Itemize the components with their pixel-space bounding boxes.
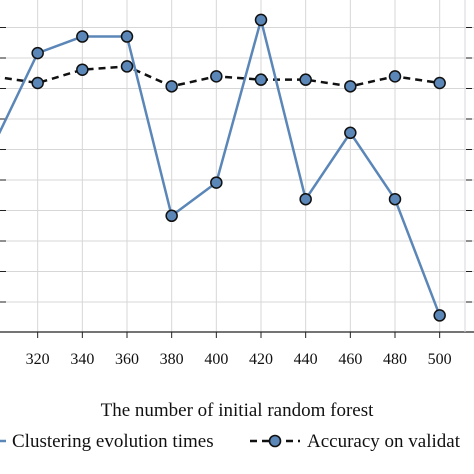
point-clustering bbox=[299, 192, 312, 206]
x-tick-label: 440 bbox=[294, 351, 318, 368]
legend-item-accuracy: Accuracy on validat bbox=[250, 431, 461, 452]
x-tick-label: 400 bbox=[204, 351, 228, 368]
x-tick-label: 420 bbox=[249, 351, 273, 368]
x-tick-label: 480 bbox=[383, 351, 407, 368]
x-tick-label: 340 bbox=[70, 351, 94, 368]
point-accuracy bbox=[299, 73, 312, 86]
point-accuracy bbox=[254, 73, 268, 86]
point-accuracy bbox=[344, 80, 357, 93]
legend-label-accuracy: Accuracy on validat bbox=[307, 431, 461, 452]
x-tick-label: 500 bbox=[428, 351, 452, 368]
point-accuracy bbox=[388, 70, 402, 83]
legend-marker-accuracy bbox=[268, 434, 282, 448]
point-clustering bbox=[120, 30, 134, 43]
series-points bbox=[31, 13, 446, 322]
x-tick-label: 320 bbox=[26, 351, 50, 368]
x-axis-title: The number of initial random forest bbox=[101, 400, 375, 421]
point-clustering bbox=[344, 126, 357, 140]
point-clustering bbox=[31, 46, 44, 60]
x-tick-label: 360 bbox=[115, 351, 139, 368]
point-clustering bbox=[388, 192, 402, 206]
axes bbox=[0, 0, 474, 338]
point-accuracy bbox=[120, 60, 134, 73]
point-accuracy bbox=[210, 70, 223, 83]
x-tick-labels: 0320340360380400420440460480500 bbox=[26, 351, 452, 368]
point-clustering bbox=[76, 30, 89, 43]
legend: Clustering evolution times Accuracy on v… bbox=[0, 431, 461, 452]
legend-label-clustering: Clustering evolution times bbox=[12, 431, 214, 452]
point-clustering bbox=[254, 13, 268, 27]
point-accuracy bbox=[31, 76, 44, 90]
grid-lines bbox=[0, 0, 474, 332]
point-clustering bbox=[210, 176, 223, 189]
point-accuracy bbox=[76, 63, 89, 76]
x-tick-label: 460 bbox=[338, 351, 362, 368]
point-clustering bbox=[165, 209, 178, 223]
x-tick-label: 380 bbox=[160, 351, 184, 368]
point-clustering bbox=[433, 309, 446, 322]
legend-item-clustering: Clustering evolution times bbox=[0, 431, 214, 452]
point-accuracy bbox=[433, 76, 446, 90]
point-accuracy bbox=[165, 80, 178, 93]
